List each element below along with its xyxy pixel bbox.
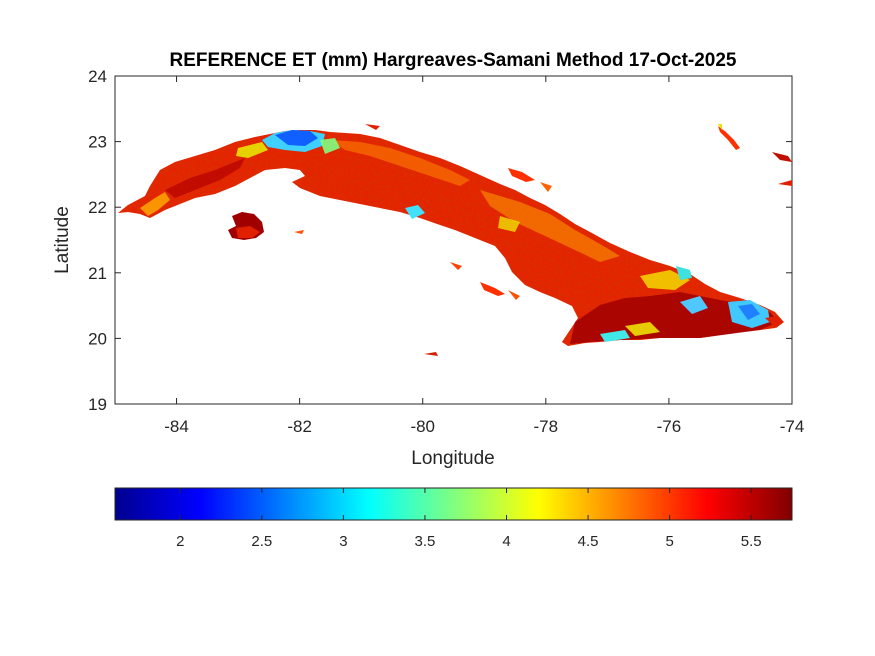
islet-northeast-1-tip: [718, 124, 722, 130]
islet-northeast-1: [718, 126, 740, 150]
plot-area: [114, 75, 793, 405]
islet-north-2: [540, 182, 552, 192]
colorbar-tick-label: 2: [176, 533, 184, 550]
x-tick-label: -84: [164, 417, 189, 436]
islet-northeast-3: [778, 180, 792, 186]
islet-north-1: [508, 168, 535, 182]
et-raster-map: [118, 124, 792, 356]
map-axes: -84 -82 -80 -78 -76 -74 19 20 21 22 23 24 Longitud…: [52, 67, 804, 469]
colorbar-tick-label: 5.5: [741, 533, 762, 550]
cuba-island-texture: [118, 130, 782, 346]
islet-south-2: [480, 282, 505, 296]
cyan-spot-central: [405, 205, 425, 219]
x-axis-ticks: -84 -82 -80 -78 -76 -74: [164, 76, 804, 436]
colorbar-tick-label: 4: [502, 533, 510, 550]
y-tick-label: 23: [88, 133, 107, 152]
islet-south-1: [450, 262, 462, 270]
colorbar-tick-label: 4.5: [578, 533, 599, 550]
cyan-spot-east: [676, 266, 692, 280]
orange-central: [480, 190, 620, 262]
colorbar-ticks: 2 2.5 3 3.5 4 4.5 5 5.5: [176, 488, 762, 550]
islet-south-3: [508, 290, 520, 300]
colorbar-tick-label: 3.5: [415, 533, 436, 550]
isla-de-la-juventud-south: [236, 226, 260, 238]
y-tick-label: 21: [88, 264, 107, 283]
colorbar-tick-label: 5: [665, 533, 673, 550]
islet-southwest: [294, 230, 304, 234]
islet-east-tip: [765, 316, 784, 328]
x-tick-label: -74: [780, 417, 805, 436]
y-tick-label: 19: [88, 395, 107, 414]
x-tick-label: -78: [534, 417, 559, 436]
dark-red-west: [165, 158, 245, 198]
y-tick-label: 22: [88, 198, 107, 217]
islet-northeast-2: [772, 152, 792, 162]
colorbar: 2 2.5 3 3.5 4 4.5 5 5.5: [114, 487, 793, 550]
yellow-band-northwest: [236, 142, 268, 158]
yellow-spot-central: [498, 216, 520, 232]
yellow-spot-south: [625, 322, 660, 336]
orange-west: [140, 192, 170, 216]
green-band-northwest: [320, 138, 340, 154]
cyan-spot-south: [600, 330, 630, 342]
y-axis-ticks: 19 20 21 22 23 24: [88, 67, 792, 414]
x-tick-label: -82: [287, 417, 312, 436]
blue-core-northwest: [275, 130, 318, 146]
blue-spot-east-2: [680, 296, 708, 314]
colorbar-tick-label: 2.5: [251, 533, 272, 550]
colorbar-gradient: [114, 487, 793, 521]
colorbar-tick-label: 3: [339, 533, 347, 550]
islet-north-3: [365, 124, 380, 130]
x-tick-label: -80: [410, 417, 435, 436]
y-axis-label: Latitude: [52, 206, 73, 274]
y-tick-label: 24: [88, 67, 107, 86]
yellow-spot-east: [640, 270, 690, 290]
y-tick-label: 20: [88, 329, 107, 348]
x-tick-label: -76: [657, 417, 682, 436]
blue-core-east: [738, 304, 760, 320]
islet-south-4: [424, 352, 438, 356]
x-axis-label: Longitude: [411, 448, 494, 469]
orange-north-coast: [330, 140, 470, 186]
figure-title: REFERENCE ET (mm) Hargreaves-Samani Meth…: [170, 50, 737, 71]
